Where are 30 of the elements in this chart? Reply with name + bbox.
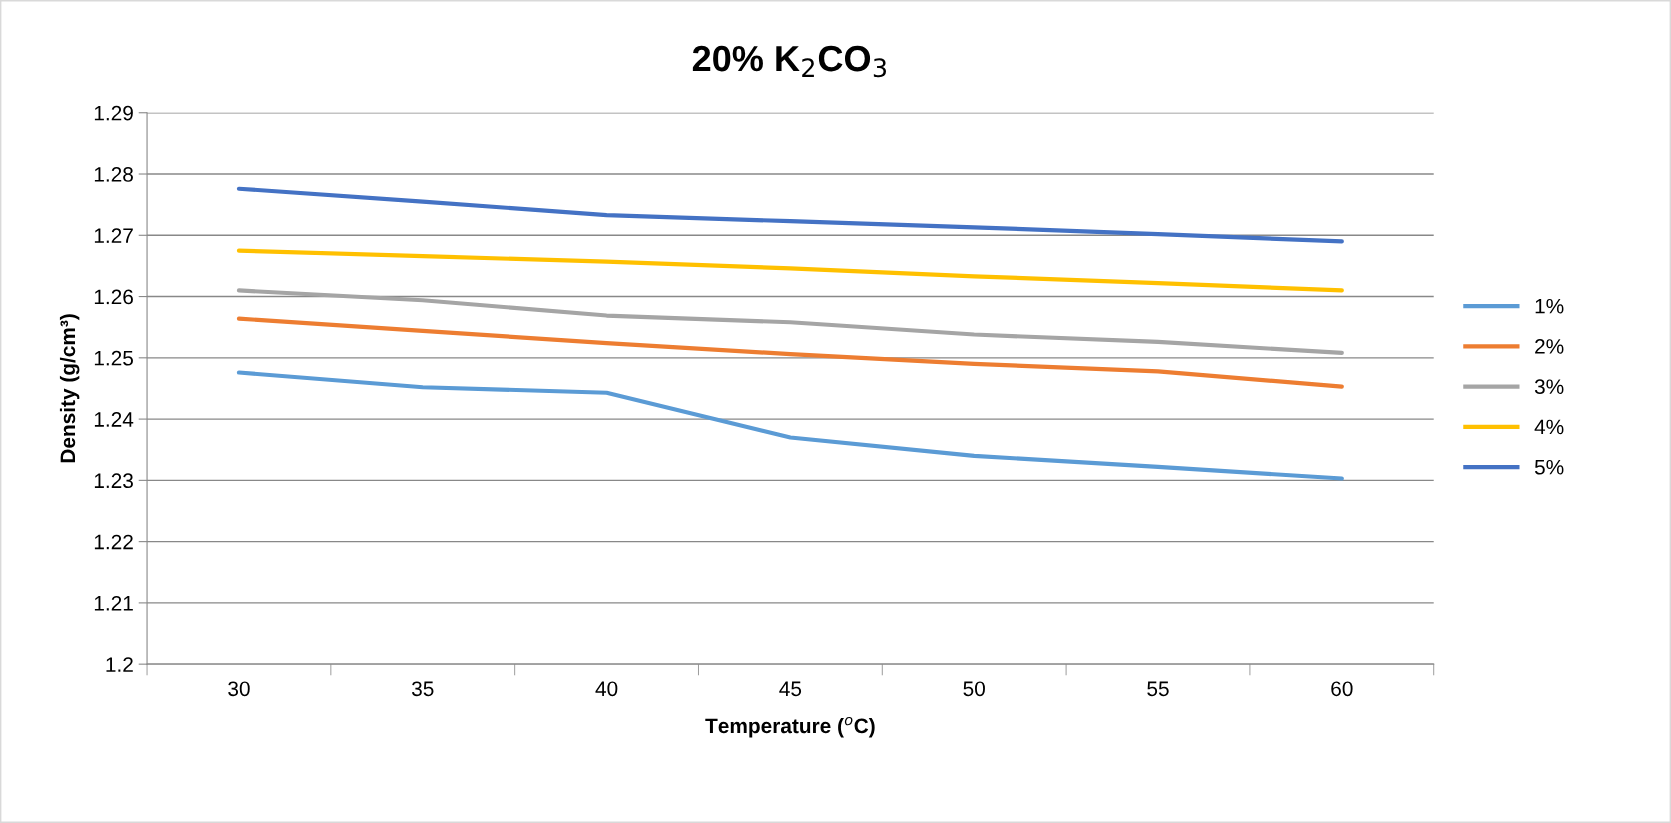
line-series [236,248,1344,293]
x-axis-title: Temperature ($^{o}$C) [705,716,875,738]
legend-label: 4% [1534,419,1564,435]
line-series [236,316,1344,389]
legend-label: 1% [1535,298,1564,314]
y-tick-label: 1.25 [94,350,133,366]
legend-label: 2% [1535,339,1564,354]
x-tick-label: 45 [779,681,802,697]
y-axis-title: Density (g/cm³) [59,314,80,463]
line-series [236,288,1344,356]
y-tick-label: 1.21 [94,595,133,611]
legend-label: 5% [1534,459,1564,475]
x-tick-label: 40 [595,681,618,697]
y-tick-label: 1.2 [106,657,133,672]
y-tick-label: 1.23 [94,473,133,489]
line-series [236,370,1344,481]
x-tick-label: 35 [411,681,434,697]
line-series [236,186,1344,244]
chart-title: 20% K$_{2}$CO$_{3}$ [692,45,886,78]
legend-label: 3% [1534,379,1564,395]
y-tick-label: 1.29 [94,105,133,121]
y-tick-label: 1.26 [94,289,133,305]
y-tick-label: 1.27 [94,228,133,243]
y-tick-label: 1.22 [94,534,133,550]
x-tick-label: 55 [1147,681,1169,697]
x-tick-label: 30 [228,681,250,697]
x-tick-label: 50 [963,681,985,697]
x-tick-label: 60 [1331,681,1353,697]
y-tick-label: 1.24 [94,412,134,427]
y-tick-label: 1.28 [94,167,133,182]
